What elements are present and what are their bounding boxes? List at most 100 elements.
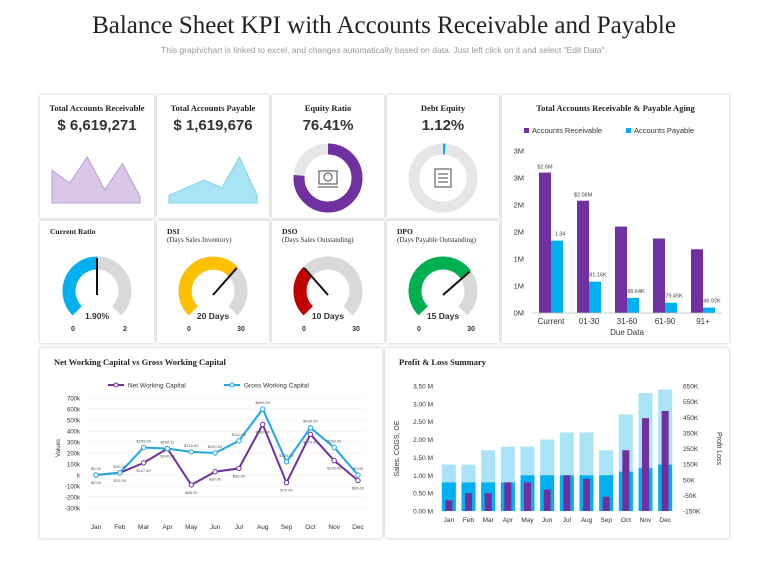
gauge-card-current-ratio[interactable]: Current Ratio 1.90% 0 2 <box>40 221 154 343</box>
kpi-card-equity-ratio[interactable]: Equity Ratio 76.41% <box>272 95 384 218</box>
y-tick-label: -200k <box>65 496 81 502</box>
line-point <box>331 458 337 464</box>
y-tick-label: 1.50 M <box>413 455 433 462</box>
y-right-tick-label: 350K <box>683 430 699 437</box>
gauge-needle <box>442 270 471 296</box>
line-point <box>260 421 266 428</box>
gauge-label: DSO <box>282 227 298 236</box>
gauge-label: DSI <box>167 227 180 236</box>
ar-bar <box>577 200 589 313</box>
sparkline-area <box>51 156 141 204</box>
profit-bar <box>602 496 610 511</box>
profit-bar <box>445 500 453 511</box>
y-tick-label: 3M <box>514 174 524 183</box>
y-tick-label: 2.00 M <box>413 437 433 444</box>
x-axis-title: Due Data <box>610 328 644 337</box>
line-data-label: $30.00 <box>209 477 222 482</box>
y-tick-label: 1M <box>514 255 524 264</box>
money-icon <box>318 170 338 185</box>
aging-chart-card[interactable]: Total Accounts Receivable & Payable Agin… <box>502 95 729 343</box>
y-tick-label: 0.00 M <box>413 509 433 516</box>
line-data-label: $240.00 <box>160 454 175 459</box>
y-tick-label: 1M <box>514 282 524 291</box>
x-tick-label: Mar <box>138 524 150 531</box>
y-tick-label: 2M <box>514 228 524 237</box>
line-point <box>307 431 314 438</box>
gauge-value-arc <box>62 256 98 316</box>
dpo-gauge: 15 Days 0 30 <box>408 256 478 333</box>
line-data-label: $0.00 <box>353 466 364 471</box>
y-tick-label: 100k <box>67 463 81 469</box>
line-data-label: $117.40 <box>137 468 152 473</box>
line-point <box>331 444 337 451</box>
line-point <box>188 482 194 488</box>
gauge-value-text: 1.90% <box>85 311 110 321</box>
line-point <box>93 472 99 478</box>
kpi-card-debt-equity[interactable]: Debt Equity 1.12% <box>387 95 499 218</box>
profit-bar <box>504 482 512 511</box>
gauge-card-dpo[interactable]: DPO (Days Payable Outstanding) 15 Days 0 3… <box>387 221 499 343</box>
y-tick-label: k <box>77 474 81 480</box>
gauge-max-label: 30 <box>237 326 245 333</box>
x-tick-label: 01-30 <box>579 317 600 326</box>
line-point <box>283 459 290 465</box>
profit-bar <box>642 418 649 511</box>
y-tick-label: -300k <box>65 507 81 513</box>
profit-bar <box>484 493 492 511</box>
x-tick-label: Apr <box>162 524 173 531</box>
gauge-card-dsi[interactable]: DSI (Days Sales Inventory) 20 Days 0 30 <box>157 221 269 343</box>
ap-bar <box>665 302 677 313</box>
invoice-icon <box>434 168 452 188</box>
y-tick-label: 1.00 M <box>413 473 433 480</box>
line-point <box>140 444 147 451</box>
legend-label-net: Net Working Capital <box>128 383 186 390</box>
ar-bar <box>691 249 703 313</box>
line-data-label: $200.00 <box>208 444 223 449</box>
x-tick-label: Aug <box>257 524 269 531</box>
line-point <box>212 450 218 456</box>
line-data-label: $120.00 <box>279 453 294 458</box>
profit-bar <box>524 482 531 511</box>
line-data-label: $88.00 <box>185 490 198 495</box>
y-right-tick-label: 250K <box>683 446 699 453</box>
x-tick-label: Aug <box>581 517 593 524</box>
kpi-label: Total Accounts Payable <box>170 103 256 113</box>
gauge-card-dso[interactable]: DSO (Days Sales Outstanding) 10 Days 0 30 <box>272 221 384 343</box>
legend-swatch-ar <box>524 128 529 133</box>
line-data-label: $430.00 <box>303 419 318 424</box>
y-right-tick-label: 50K <box>683 477 695 484</box>
kpi-card-total-ap[interactable]: Total Accounts Payable $ 1,619,676 <box>157 95 269 218</box>
equity-ratio-donut <box>293 143 363 213</box>
y-tick-label: 0M <box>514 309 524 318</box>
kpi-card-total-ar[interactable]: Total Accounts Receivable $ 6,619,271 <box>40 95 154 218</box>
profit-bar <box>465 493 472 511</box>
x-tick-label: Feb <box>114 524 126 531</box>
x-tick-label: Dec <box>659 517 671 524</box>
pl-summary-card[interactable]: Profit & Loss Summary 0.00 M 0.50 M 1.00 M… <box>385 348 729 538</box>
y-tick-label: 2M <box>514 201 524 210</box>
y-tick-label: -100k <box>65 485 81 491</box>
y-tick-label: 2.50 M <box>413 419 433 426</box>
x-tick-label: Feb <box>463 517 475 524</box>
gross-working-capital-line <box>95 407 359 476</box>
line-data-label: $460.00 <box>255 429 270 434</box>
gauge-min-label: 0 <box>71 326 75 333</box>
y-tick-label: 300k <box>67 441 81 447</box>
x-tick-label: Nov <box>640 517 652 524</box>
working-capital-card[interactable]: Net Working Capital vs Gross Working Cap… <box>40 348 382 538</box>
kpi-value: 1.12% <box>421 117 465 134</box>
gauge-needle <box>303 267 329 296</box>
page-subtitle: This graph/chart is linked to excel, and… <box>161 45 607 55</box>
ap-bar <box>589 281 601 313</box>
x-tick-label: Nov <box>328 524 340 531</box>
gauge-max-label: 30 <box>467 326 475 333</box>
gauge-value-arc <box>408 256 471 316</box>
gauge-label: DPO <box>397 227 413 236</box>
line-point <box>188 449 194 455</box>
y-right-tick-label: 550K <box>683 399 699 406</box>
y-tick-label: 200k <box>67 452 81 458</box>
x-tick-label: Jun <box>210 524 221 531</box>
line-data-label: $250.00 <box>327 439 342 444</box>
gauge-value-text: 15 Days <box>427 311 459 321</box>
ap-data-label: 86.64K <box>627 289 645 295</box>
